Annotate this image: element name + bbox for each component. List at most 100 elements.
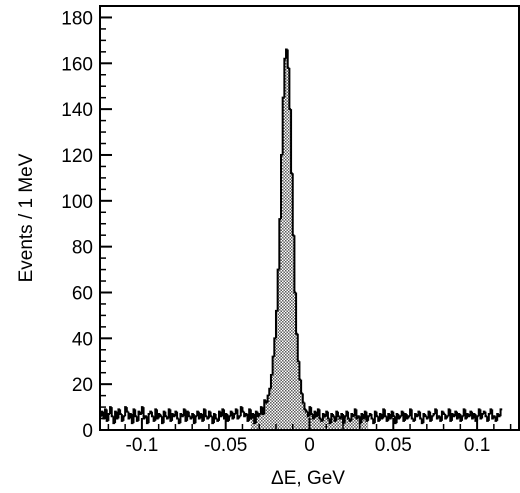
histogram-fill-bin (321, 420, 323, 430)
histogram-bin (274, 309, 278, 339)
histogram-fill-bin (279, 219, 282, 430)
signal-fill (250, 49, 369, 431)
histogram-fill-bin (257, 416, 260, 430)
histogram-bin (122, 415, 126, 421)
y-tick-label: 60 (72, 283, 93, 304)
histogram-bin (362, 413, 365, 420)
histogram-bin (444, 413, 447, 420)
histogram-fill-bin (286, 49, 288, 430)
histogram-fill-bin (267, 395, 270, 430)
histogram-bin (209, 411, 213, 418)
histogram-fill-bin (332, 416, 335, 430)
histogram-fill-bin (339, 418, 342, 430)
histogram-fill-bin (326, 411, 328, 430)
histogram-bin (268, 387, 271, 396)
histogram-bin (249, 409, 253, 420)
histogram-bin (119, 409, 122, 415)
histogram-bin (455, 411, 459, 420)
histogram-bin (380, 413, 384, 420)
histogram-bin (293, 235, 297, 294)
histogram-bin (194, 415, 198, 424)
histogram-bin (338, 416, 342, 420)
histogram-bin (134, 409, 137, 418)
histogram-fill-bin (337, 416, 340, 430)
histogram-fill-bin (262, 413, 265, 430)
histogram-bin (139, 411, 142, 415)
histogram-bin (296, 333, 300, 363)
histogram-bin (280, 153, 283, 220)
histogram-bin (285, 48, 288, 59)
histogram-bin (150, 411, 154, 418)
histogram-fill-bin (354, 409, 357, 430)
histogram-fill-bin (260, 407, 263, 430)
histogram-bin (464, 409, 468, 420)
histogram-bin (331, 413, 335, 418)
y-tick-label: 180 (61, 8, 93, 29)
histogram-fill-bin (349, 420, 352, 430)
histogram-fill-bin (319, 418, 322, 430)
histogram-bin (467, 413, 471, 418)
histogram-fill-bin (324, 416, 327, 430)
histogram-fill-bin (306, 411, 308, 430)
histogram-bin (233, 412, 236, 419)
histogram-bin (259, 406, 263, 414)
histogram-bin (266, 394, 270, 403)
histogram-bin (383, 409, 387, 418)
histogram-fill-bin (316, 416, 318, 430)
y-tick-label: 80 (72, 238, 93, 259)
histogram-fill-bin (282, 97, 285, 431)
histogram-fill-bin (287, 67, 290, 431)
x-tick-label: -0.05 (204, 435, 247, 456)
histogram-bin (452, 413, 456, 418)
histogram-bin (172, 413, 176, 418)
histogram-bin (204, 409, 208, 418)
histogram-bin (164, 411, 168, 418)
histogram-fill-bin (277, 269, 280, 430)
histogram-bin (407, 415, 411, 419)
histogram-bin (110, 407, 114, 418)
histogram-bin (397, 413, 401, 420)
histogram-bin (310, 407, 313, 415)
histogram-bin (176, 411, 179, 420)
histogram-fill-bin (269, 388, 271, 430)
histogram-fill-bin (348, 418, 350, 430)
histogram-bin (315, 411, 318, 418)
histogram-bin (300, 379, 303, 395)
histogram-bin (219, 411, 223, 418)
histogram-bin (491, 409, 494, 420)
histogram-bin (181, 413, 184, 418)
histogram-fill-bin (327, 418, 330, 430)
histogram-bin (318, 409, 322, 420)
histogram-fill-bin (254, 423, 256, 430)
histogram-bin (484, 411, 488, 418)
histogram-bin (405, 413, 409, 420)
histogram-bin (388, 413, 392, 420)
histogram-fill-bin (299, 379, 302, 430)
histogram-fill-bin (351, 413, 354, 430)
histogram-fill-bin (296, 333, 298, 430)
histogram-bin (301, 393, 305, 404)
histogram-fill-bin (317, 409, 320, 430)
histogram-bin (269, 373, 273, 389)
histogram-fill-bin (359, 423, 362, 430)
histogram-fill-bin (312, 418, 315, 430)
histogram-bin (499, 408, 503, 417)
histogram-bin (288, 67, 292, 111)
histogram-bin (352, 413, 355, 418)
histogram-bin (187, 411, 191, 418)
histogram-bin (430, 415, 434, 421)
histogram-fill-bin (363, 418, 365, 430)
histogram-bin (258, 412, 261, 417)
histogram-bin (236, 409, 240, 420)
histogram-bin (471, 411, 474, 420)
histogram-fill-bin (270, 374, 273, 430)
histogram-fill-bin (356, 418, 359, 430)
histogram-bin (298, 361, 302, 381)
y-tick-label: 100 (61, 192, 93, 213)
histogram-bin (343, 415, 347, 424)
histogram-bin (281, 96, 285, 155)
histogram-bin (239, 406, 243, 417)
histogram-bin (399, 415, 402, 419)
histogram-fill-bin (259, 413, 261, 430)
